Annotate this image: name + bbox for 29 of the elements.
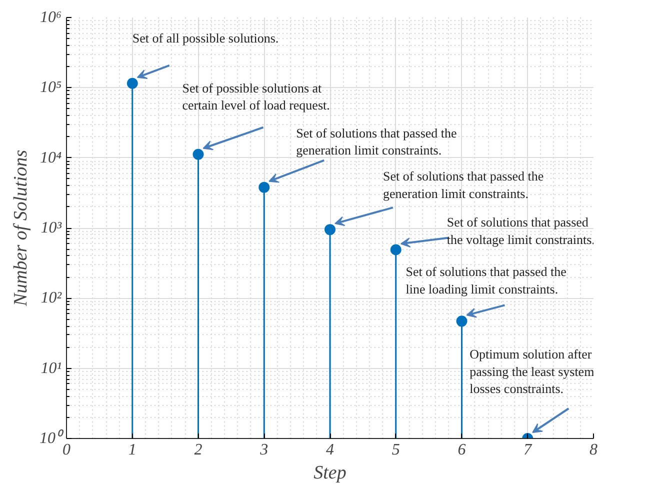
x-tick-label: 5 <box>392 442 400 458</box>
y-tick-label: 10⁰ <box>40 430 62 447</box>
annotation: Set of all possible solutions. <box>132 30 279 46</box>
y-tick-label: 10² <box>40 290 63 307</box>
y-tick-label: 10⁵ <box>40 79 62 96</box>
x-tick-label: 7 <box>524 442 533 458</box>
point <box>192 148 204 160</box>
y-tick-label: 10⁴ <box>40 149 62 166</box>
annotation: Set of possible solutions at certain level of load request. <box>182 80 330 113</box>
x-tick-label: 1 <box>128 442 136 458</box>
point <box>126 78 138 89</box>
point <box>324 224 336 236</box>
y-tick-label: 10⁶ <box>40 9 62 26</box>
y-axis-title: Number of Solutions <box>10 150 32 308</box>
annotation: Set of solutions that passed the line loading limit constraints. <box>406 264 567 296</box>
x-axis-title: Step <box>314 462 346 484</box>
annotation: Set of solutions that passed the generation limit constraints. <box>383 168 544 201</box>
x-tick-label: 2 <box>194 442 202 458</box>
x-tick-label: 4 <box>326 442 334 458</box>
y-tick-label: 10¹ <box>40 360 62 377</box>
point <box>390 244 402 256</box>
x-tick-label: 0 <box>62 442 70 458</box>
y-tick-label: 10³ <box>40 220 62 236</box>
x-tick-label: 8 <box>590 442 598 458</box>
point <box>456 316 468 327</box>
x-tick-label: 6 <box>458 442 466 458</box>
x-tick-label: 3 <box>259 442 268 458</box>
annotation: Set of solutions that passed the generation limit constraints. <box>296 125 458 158</box>
point <box>258 182 270 193</box>
